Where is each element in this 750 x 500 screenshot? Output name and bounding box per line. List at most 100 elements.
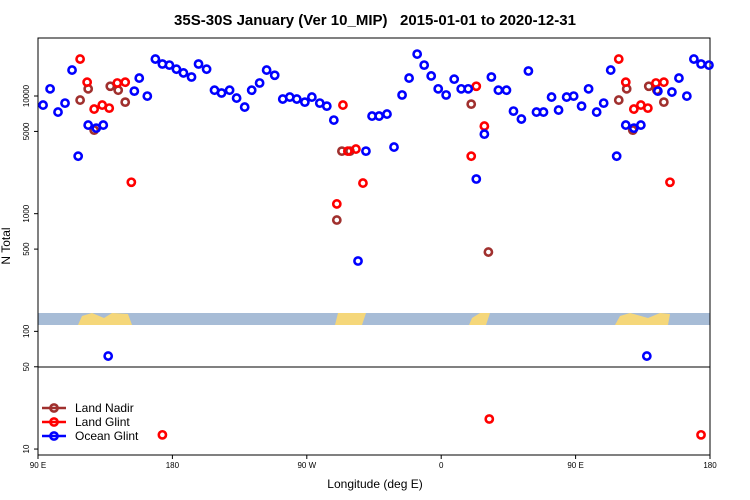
point: [576, 101, 587, 112]
point: [688, 54, 699, 64]
point: [374, 111, 384, 121]
point: [441, 90, 452, 100]
point: [164, 60, 175, 71]
y-tick-label: 500: [22, 242, 31, 256]
point: [591, 107, 602, 117]
point: [658, 97, 669, 108]
point: [471, 81, 482, 92]
point: [479, 121, 490, 131]
map-strip: [38, 313, 710, 325]
point: [75, 95, 86, 105]
x-tick-label: 0: [439, 461, 444, 470]
point: [620, 77, 631, 88]
point: [466, 151, 477, 162]
point: [112, 78, 123, 88]
x-tick-label: 90 E: [567, 461, 583, 470]
point: [142, 91, 153, 101]
point: [652, 86, 663, 97]
point: [704, 60, 714, 71]
point: [484, 414, 495, 424]
point: [628, 104, 639, 114]
point: [103, 351, 114, 361]
y-tick-label: 50: [22, 362, 31, 371]
point: [466, 99, 477, 110]
point: [342, 146, 353, 157]
point: [486, 72, 497, 82]
chart-title: 35S-30S January (Ver 10_MIP) 2015-01-01 …: [174, 12, 576, 29]
point: [186, 72, 197, 82]
x-tick-label: 90 E: [30, 461, 46, 470]
point: [696, 59, 706, 69]
point: [353, 256, 363, 266]
point: [82, 77, 93, 88]
point: [150, 54, 161, 64]
point: [306, 92, 317, 102]
point: [635, 120, 646, 130]
point: [193, 59, 204, 69]
point: [508, 106, 519, 117]
plot-frame: [37, 37, 711, 456]
point: [620, 120, 631, 130]
point: [568, 91, 579, 101]
point: [553, 105, 564, 115]
point: [321, 101, 332, 112]
point: [449, 74, 460, 85]
x-axis-label: Longitude (deg E): [327, 477, 422, 491]
point: [426, 71, 437, 81]
y-axis-label: N Total: [0, 227, 13, 264]
land-patch: [78, 313, 132, 325]
point: [471, 174, 482, 184]
point: [681, 91, 692, 101]
land-patch: [469, 313, 490, 325]
land-patch: [615, 313, 670, 325]
point: [104, 103, 115, 114]
point: [642, 103, 653, 114]
point: [239, 102, 250, 112]
legend-label: Ocean Glint: [75, 429, 139, 443]
point: [538, 107, 549, 117]
point: [269, 70, 280, 81]
point: [338, 100, 348, 110]
y-tick-label: 1000: [22, 204, 31, 222]
y-tick-label: 100: [22, 324, 31, 338]
point: [134, 73, 145, 83]
point: [178, 68, 189, 78]
point: [523, 66, 534, 76]
point: [674, 73, 684, 83]
point: [120, 77, 131, 88]
point: [613, 95, 624, 105]
point: [328, 115, 339, 125]
point: [397, 90, 407, 100]
point: [254, 78, 265, 88]
ocean-strip: [38, 313, 710, 325]
y-tick-label: 10000: [22, 84, 31, 107]
point: [351, 144, 361, 154]
point: [231, 93, 242, 103]
x-tick-label: 180: [166, 461, 180, 470]
point: [382, 109, 392, 119]
legend-marker: [49, 417, 59, 427]
point: [479, 129, 490, 140]
point: [45, 83, 55, 94]
point: [696, 429, 706, 440]
legend-label: Land Nadir: [75, 401, 134, 415]
legend-marker: [49, 431, 59, 441]
point: [665, 177, 675, 188]
point: [53, 107, 63, 117]
point: [516, 114, 527, 124]
point: [493, 85, 504, 96]
point: [613, 54, 624, 64]
point: [129, 86, 140, 97]
point: [216, 88, 227, 98]
point: [261, 65, 272, 75]
y-tick-label: 5000: [22, 122, 31, 140]
point: [658, 77, 669, 88]
point: [120, 97, 131, 108]
point: [641, 351, 652, 361]
point: [412, 49, 423, 59]
point: [331, 199, 342, 209]
point: [201, 64, 212, 75]
point: [667, 87, 677, 97]
point: [299, 97, 310, 108]
